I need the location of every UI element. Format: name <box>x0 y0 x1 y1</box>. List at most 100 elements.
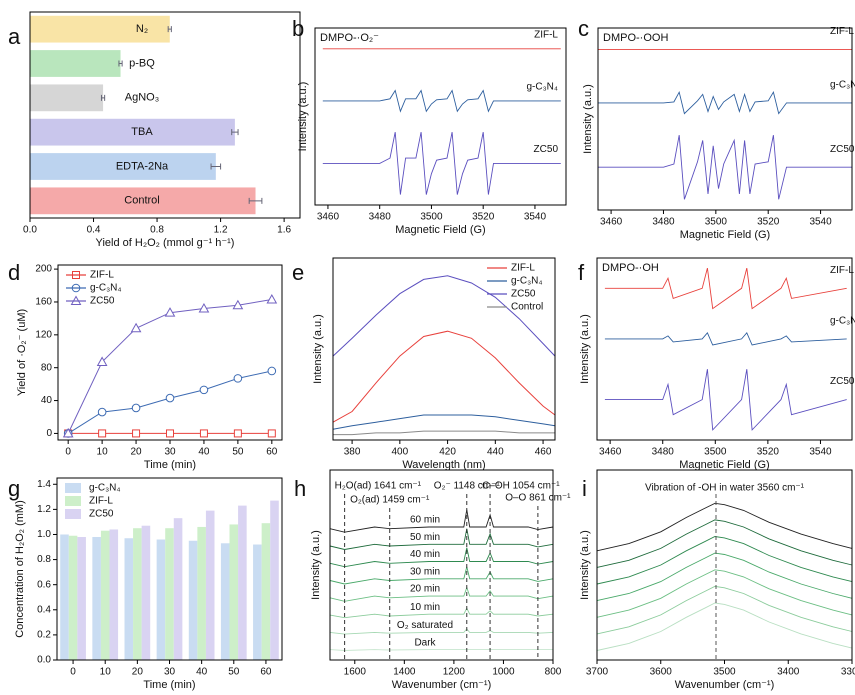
y-tick-label: 0.4 <box>37 604 51 615</box>
plot-frame <box>597 27 853 211</box>
legend-label: g-C₃N₄ <box>511 276 543 287</box>
y-tick-label: 0.6 <box>37 579 51 590</box>
error-bar <box>100 94 106 101</box>
category-label: p-BQ <box>129 57 155 69</box>
category-label: N₂ <box>136 23 148 35</box>
bar <box>68 535 78 660</box>
series-line <box>329 586 554 602</box>
trace-label: 10 min <box>410 602 440 613</box>
x-tick-label: 3500 <box>704 447 727 458</box>
y-tick-label: 80 <box>41 362 53 373</box>
y-tick-label: 120 <box>35 329 52 340</box>
series-line <box>604 267 847 310</box>
x-tick-label: 400 <box>391 447 408 458</box>
marker <box>130 322 142 333</box>
trace-label: ZC50 <box>534 144 559 155</box>
legend-swatch <box>65 509 81 519</box>
marker <box>233 429 242 438</box>
annotation-label: O₂⁻ 1148 cm⁻¹ <box>434 481 501 492</box>
x-tick-label: 3520 <box>757 447 780 458</box>
plot-frame <box>596 257 853 441</box>
annotation-label: Vibration of -OH in water 3560 cm⁻¹ <box>645 483 805 494</box>
series-line <box>604 369 847 431</box>
bar <box>238 505 247 660</box>
trace-label: 20 min <box>410 584 440 595</box>
series-line <box>598 90 852 115</box>
series-line <box>329 566 554 585</box>
panel-title: DMPO-·OOH <box>603 32 668 44</box>
y-tick-label: 200 <box>35 264 52 275</box>
legend-label: g-C₃N₄ <box>89 483 121 494</box>
annotation-label: O₂(ad) 1459 cm⁻¹ <box>350 495 430 506</box>
series-line <box>332 414 556 430</box>
x-tick-label: 800 <box>545 667 562 678</box>
legend-label: ZIF-L <box>89 496 113 507</box>
bar <box>30 50 121 77</box>
x-tick-label: 380 <box>344 447 361 458</box>
panel-letter: b <box>292 16 304 41</box>
series-line <box>329 547 554 568</box>
series-line <box>329 607 554 619</box>
x-tick-label: 0.4 <box>87 225 101 236</box>
series-line <box>329 628 554 635</box>
x-tick-label: 60 <box>266 447 278 458</box>
x-axis-label: Magnetic Field (G) <box>680 229 770 241</box>
marker <box>165 393 175 403</box>
series-line <box>332 330 556 423</box>
x-tick-label: 60 <box>260 667 272 678</box>
series-line <box>322 132 561 195</box>
bar <box>253 544 262 660</box>
panel-letter: c <box>578 16 589 41</box>
category-label: AgNO₃ <box>125 92 159 104</box>
x-tick-label: 420 <box>439 447 456 458</box>
y-tick-label: 1.4 <box>37 479 51 490</box>
bar <box>156 539 166 660</box>
x-tick-label: 1000 <box>492 667 515 678</box>
y-tick-label: 0.8 <box>37 554 51 565</box>
x-axis-label: Magnetic Field (G) <box>395 224 485 236</box>
trace-label: 30 min <box>410 566 440 577</box>
x-axis-label: Magnetic Field (G) <box>679 459 769 471</box>
marker <box>198 303 210 313</box>
bar <box>30 153 216 180</box>
x-tick-label: 3520 <box>472 212 495 223</box>
series-line <box>596 519 853 568</box>
x-tick-label: 1.6 <box>277 225 291 236</box>
x-tick-label: 1.2 <box>214 225 228 236</box>
x-tick-label: 30 <box>164 667 176 678</box>
annotation-label: H₂O(ad) 1641 cm⁻¹ <box>335 481 422 492</box>
legend-label: ZC50 <box>90 296 115 307</box>
x-tick-label: 3500 <box>713 667 736 678</box>
series-line <box>596 552 853 602</box>
bar <box>220 543 230 660</box>
x-tick-label: 1400 <box>393 667 416 678</box>
panel-letter: d <box>8 260 20 285</box>
x-axis-label: Wavenumber (cm⁻¹) <box>675 679 775 691</box>
panel-title: DMPO-·OH <box>602 262 659 274</box>
bar <box>30 187 256 215</box>
annotation-label: C–OH 1054 cm⁻¹ <box>482 481 560 492</box>
bar <box>60 534 69 660</box>
y-axis-label: Concentration of H₂O₂ (mM) <box>14 500 26 638</box>
panel-letter: g <box>8 476 20 501</box>
marker <box>72 271 80 279</box>
y-tick-label: 0.0 <box>37 655 51 666</box>
x-tick-label: 3300 <box>841 667 855 678</box>
x-tick-label: 3600 <box>650 667 673 678</box>
trace-label: ZIF-L <box>534 29 558 40</box>
bar <box>141 525 151 660</box>
series-line <box>596 602 853 651</box>
x-axis-label: Time (min) <box>143 679 195 691</box>
series-line <box>332 275 556 357</box>
x-tick-label: 50 <box>232 447 244 458</box>
x-tick-label: 3700 <box>586 667 609 678</box>
x-axis-label: Wavelength (nm) <box>402 459 485 471</box>
trace-label: O₂ saturated <box>397 620 453 631</box>
legend-label: ZC50 <box>89 509 114 520</box>
legend-label: Control <box>511 302 543 313</box>
series-line <box>598 135 852 200</box>
trace-label: ZIF-L <box>830 26 854 37</box>
x-tick-label: 0.0 <box>23 225 37 236</box>
legend-label: ZC50 <box>511 289 536 300</box>
